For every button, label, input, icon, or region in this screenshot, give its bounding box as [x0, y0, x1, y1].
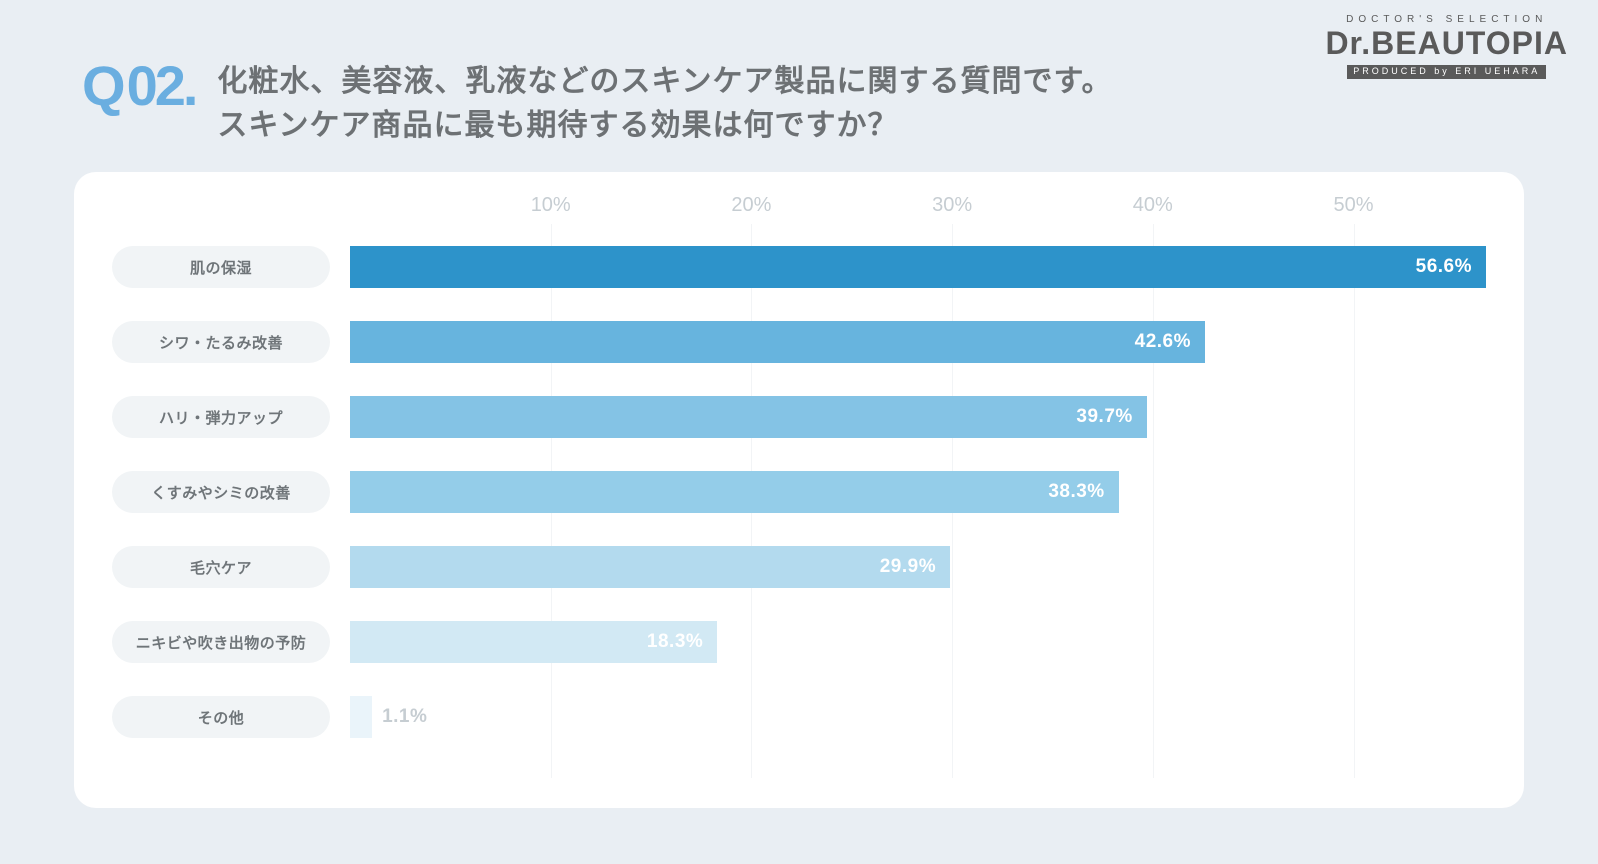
question-heading: QQ02.02. 化粧水、美容液、乳液などのスキンケア製品に関する質問です。 ス… — [82, 58, 1516, 147]
category-label: くすみやシミの改善 — [112, 471, 330, 513]
category-label: ニキビや吹き出物の予防 — [112, 621, 330, 663]
axis-label: 20% — [731, 194, 771, 217]
chart-row: 肌の保湿 56.6% — [112, 246, 1486, 288]
bar-value: 1.1% — [382, 706, 427, 728]
axis-label: 10% — [531, 194, 571, 217]
bar: 42.6% — [350, 321, 1205, 363]
category-label: その他 — [112, 696, 330, 738]
bar-area: 18.3% — [350, 621, 1486, 663]
bar-area: 56.6% — [350, 246, 1486, 288]
axis-label: 40% — [1133, 194, 1173, 217]
bar: 38.3% — [350, 471, 1119, 513]
bar-area: 39.7% — [350, 396, 1486, 438]
question-number: QQ02.02. — [82, 58, 195, 114]
chart-row: その他 1.1% — [112, 696, 1486, 738]
category-label: 毛穴ケア — [112, 546, 330, 588]
category-label: シワ・たるみ改善 — [112, 321, 330, 363]
chart-row: ハリ・弾力アップ 39.7% — [112, 396, 1486, 438]
axis-label: 50% — [1334, 194, 1374, 217]
bar-value: 38.3% — [1048, 481, 1104, 503]
bar-value: 39.7% — [1076, 406, 1132, 428]
chart-row: ニキビや吹き出物の予防 18.3% — [112, 621, 1486, 663]
bar-value: 29.9% — [880, 556, 936, 578]
bar-value: 56.6% — [1416, 256, 1472, 278]
chart-row: シワ・たるみ改善 42.6% — [112, 321, 1486, 363]
axis-label: 30% — [932, 194, 972, 217]
chart-row: くすみやシミの改善 38.3% — [112, 471, 1486, 513]
question-line2: スキンケア商品に最も期待する効果は何ですか？ — [217, 104, 1112, 148]
bar: 56.6% — [350, 246, 1486, 288]
brand-pretitle: DOCTOR'S SELECTION — [1325, 14, 1568, 25]
bar-area: 38.3% — [350, 471, 1486, 513]
chart-row: 毛穴ケア 29.9% — [112, 546, 1486, 588]
question-line1: 化粧水、美容液、乳液などのスキンケア製品に関する質問です。 — [217, 60, 1112, 104]
bar-area: 42.6% — [350, 321, 1486, 363]
bar-value: 18.3% — [647, 631, 703, 653]
category-label: 肌の保湿 — [112, 246, 330, 288]
chart: 10% 20% 30% 40% 50% 肌の保湿 56.6% シワ・たるみ改善 42.6% ハリ… — [112, 190, 1486, 778]
bar: 39.7% — [350, 396, 1147, 438]
chart-panel: 10% 20% 30% 40% 50% 肌の保湿 56.6% シワ・たるみ改善 42.6% ハリ… — [74, 172, 1524, 808]
bar: 29.9% — [350, 546, 950, 588]
bar-area: 1.1% — [350, 696, 1486, 738]
bar: 1.1% — [350, 696, 372, 738]
bar-area: 29.9% — [350, 546, 1486, 588]
bar: 18.3% — [350, 621, 717, 663]
category-label: ハリ・弾力アップ — [112, 396, 330, 438]
bar-value: 42.6% — [1135, 331, 1191, 353]
brand-title: Dr.BEAUTOPIA — [1325, 26, 1568, 61]
question-text: 化粧水、美容液、乳液などのスキンケア製品に関する質問です。 スキンケア商品に最も… — [217, 58, 1112, 147]
